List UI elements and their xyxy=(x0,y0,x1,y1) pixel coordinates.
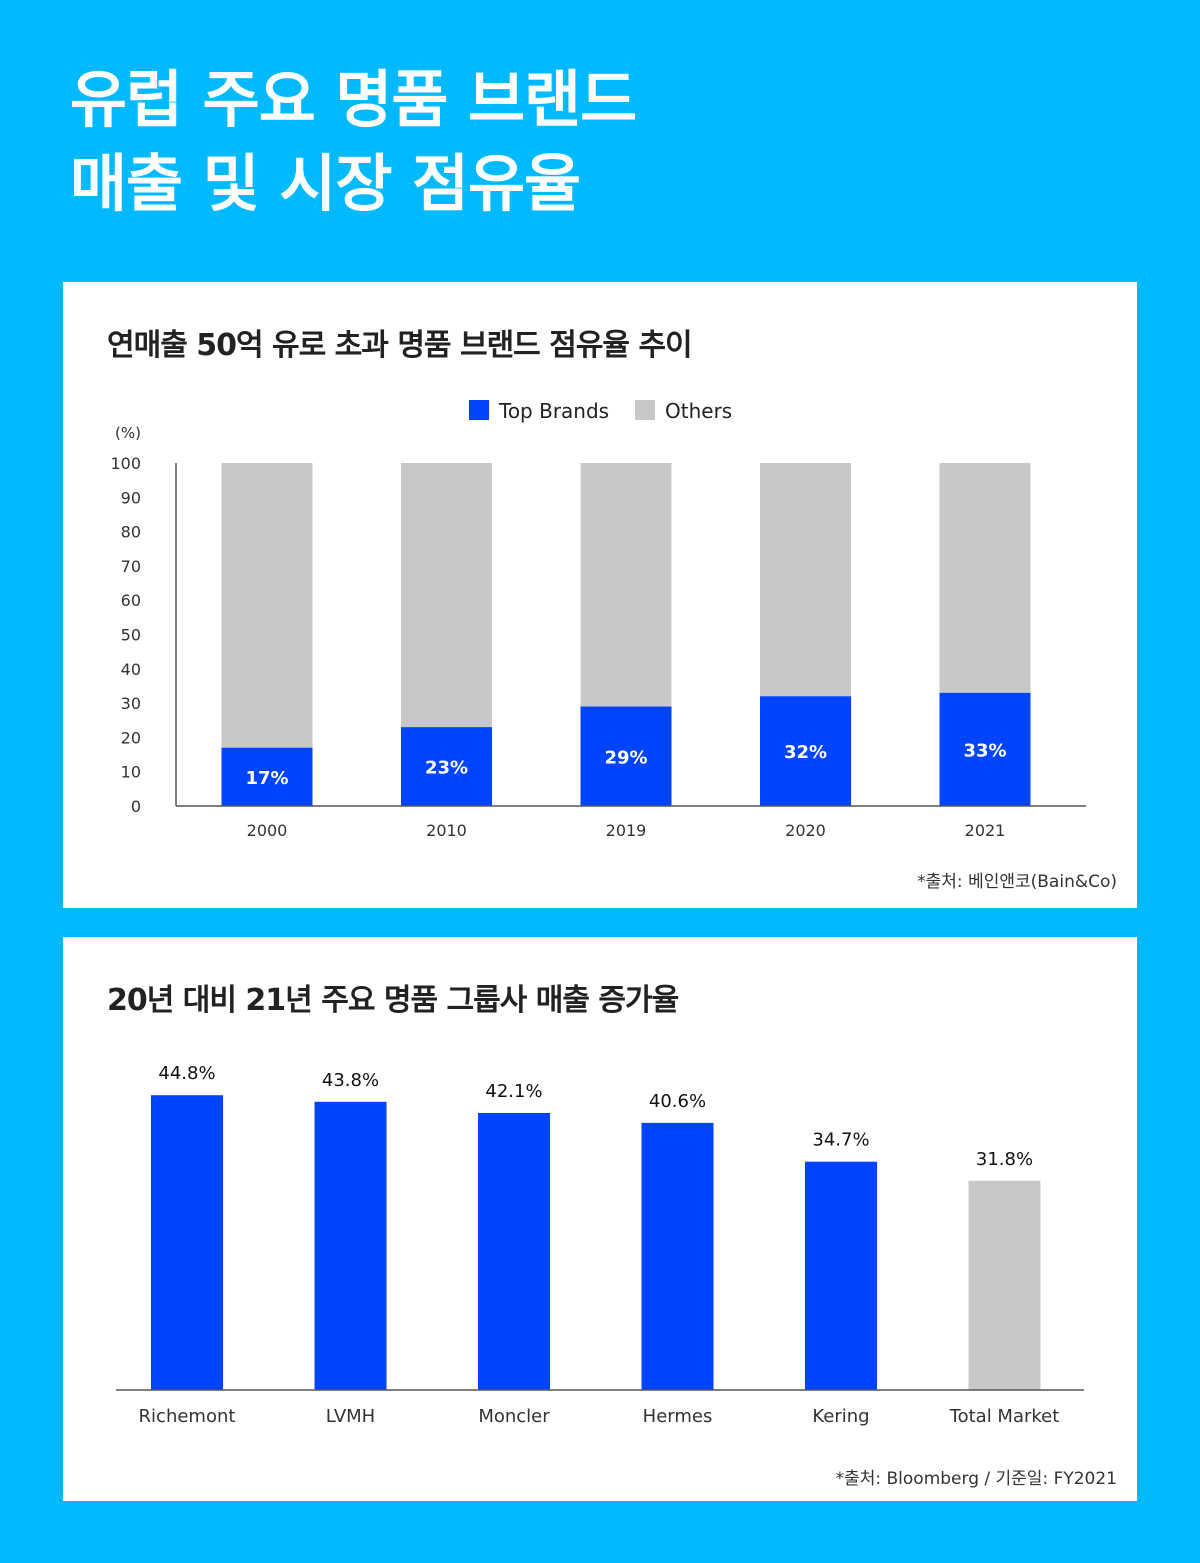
bar-value-label: 34.7% xyxy=(812,1130,869,1151)
y-tick-label: 20 xyxy=(121,728,141,747)
market-share-source: *출처: 베인앤코(Bain&Co) xyxy=(917,872,1117,892)
bar-others-2010 xyxy=(401,463,492,728)
bar-kering xyxy=(805,1161,877,1390)
y-tick-label: 30 xyxy=(121,694,141,713)
y-tick-label: 10 xyxy=(121,763,141,782)
x-tick-label: LVMH xyxy=(326,1406,375,1427)
bar-top-brands-2021 xyxy=(939,692,1031,806)
y-tick-label: 70 xyxy=(121,557,141,576)
bar-value-label: 33% xyxy=(963,740,1006,761)
bar-others-2000 xyxy=(221,463,313,748)
x-tick-label: 2019 xyxy=(606,821,647,840)
page-title: 유럽 주요 명품 브랜드 매출 및 시장 점유율 xyxy=(70,58,637,226)
x-tick-label: Moncler xyxy=(478,1406,550,1427)
bar-moncler xyxy=(478,1112,550,1390)
growth-rate-source: *출처: Bloomberg / 기준일: FY2021 xyxy=(835,1469,1117,1489)
legend-label-top-brands: Top Brands xyxy=(498,399,609,423)
growth-rate-card: 20년 대비 21년 주요 명품 그룹사 매출 증가율 44.8% Richemo… xyxy=(63,937,1137,1501)
bar-value-label: 32% xyxy=(784,742,827,763)
bar-top-brands-2019 xyxy=(580,706,672,806)
bar-others-2021 xyxy=(939,463,1031,693)
page-title-line1: 유럽 주요 명품 브랜드 xyxy=(70,63,637,136)
legend-label-others: Others xyxy=(665,399,732,423)
y-tick-label: 0 xyxy=(131,797,141,816)
bar-lvmh xyxy=(314,1101,387,1390)
legend-swatch-top-brands xyxy=(469,400,489,420)
bar-top-brands-2010 xyxy=(401,727,492,806)
y-tick-label: 50 xyxy=(121,626,141,645)
bar-value-label: 40.6% xyxy=(649,1091,706,1112)
bar-others-2019 xyxy=(580,463,672,707)
bar-top-brands-2020 xyxy=(760,696,851,806)
y-tick-label: 60 xyxy=(121,591,141,610)
bar-value-label: 44.8% xyxy=(158,1063,215,1084)
bar-others-2020 xyxy=(760,463,851,697)
x-tick-label: 2020 xyxy=(785,821,826,840)
legend-swatch-others xyxy=(635,400,655,420)
y-tick-label: 80 xyxy=(121,523,141,542)
market-share-chart: Top Brands Others (%) 0 10 20 30 40 50 60 70 80 90 10… xyxy=(110,399,1086,840)
market-share-chart-title: 연매출 50억 유로 초과 명품 브랜드 점유율 추이 xyxy=(107,328,693,363)
y-tick-label: 40 xyxy=(121,660,141,679)
x-tick-label: 2000 xyxy=(247,821,288,840)
bar-value-label: 17% xyxy=(245,768,288,789)
bar-top-brands-2000 xyxy=(221,747,313,806)
y-tick-label: 90 xyxy=(121,488,141,507)
x-tick-label: Richemont xyxy=(139,1406,236,1427)
bar-value-label: 23% xyxy=(425,758,468,779)
y-tick-label: 100 xyxy=(110,454,141,473)
x-tick-label: Total Market xyxy=(949,1406,1060,1427)
bar-value-label: 31.8% xyxy=(976,1149,1033,1170)
y-axis-unit-label: (%) xyxy=(115,424,141,442)
bar-value-label: 42.1% xyxy=(485,1081,542,1102)
bar-total-market xyxy=(968,1180,1041,1390)
x-tick-label: 2021 xyxy=(965,821,1006,840)
market-share-card: 연매출 50억 유로 초과 명품 브랜드 점유율 추이 Top Brands Ot… xyxy=(63,282,1137,908)
growth-rate-chart: 44.8% Richemont 43.8% LVMH 42.1% Moncler 40.6%… xyxy=(116,1063,1084,1427)
bar-value-label: 29% xyxy=(604,747,647,768)
page-title-line2: 매출 및 시장 점유율 xyxy=(70,147,581,220)
x-tick-label: Hermes xyxy=(643,1406,713,1427)
growth-rate-chart-title: 20년 대비 21년 주요 명품 그룹사 매출 증가율 xyxy=(107,983,679,1018)
bar-hermes xyxy=(641,1122,714,1390)
bar-value-label: 43.8% xyxy=(322,1070,379,1091)
bar-richemont xyxy=(151,1095,223,1390)
x-tick-label: Kering xyxy=(812,1406,869,1427)
x-tick-label: 2010 xyxy=(426,821,467,840)
